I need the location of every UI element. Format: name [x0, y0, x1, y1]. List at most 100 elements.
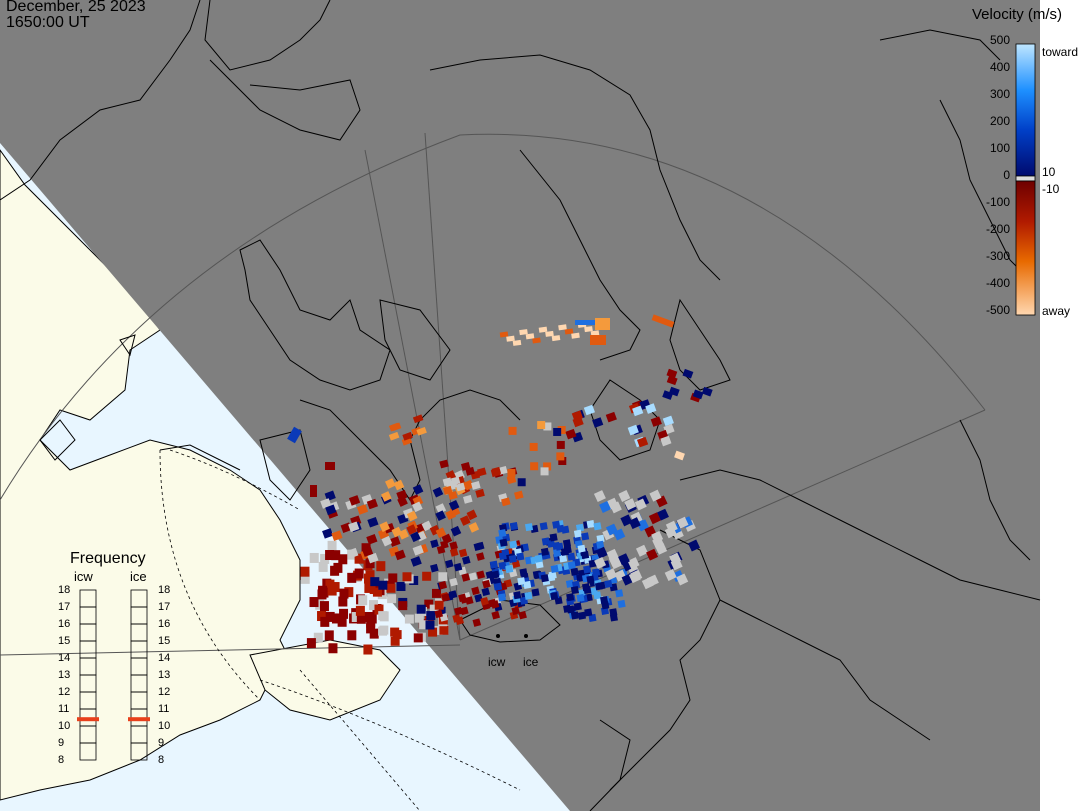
- velocity-cell: [431, 588, 441, 598]
- velocity-cell: [501, 497, 511, 507]
- velocity-cell: [559, 554, 568, 563]
- velocity-cell: [366, 623, 376, 634]
- velocity-cell: [438, 580, 448, 590]
- velocity-cell: [534, 554, 543, 563]
- velocity-cell: [490, 468, 501, 478]
- frequency-number: 10: [58, 720, 71, 732]
- time-label: 1650:00 UT: [6, 14, 90, 31]
- velocity-cell: [325, 579, 335, 590]
- velocity-cell: [410, 556, 422, 567]
- velocity-cell: [347, 547, 359, 559]
- velocity-cell: [419, 620, 429, 630]
- velocity-cell: [669, 552, 682, 565]
- frequency-number: 15: [158, 635, 171, 647]
- frequency-number: 8: [158, 754, 165, 766]
- velocity-cell: [453, 562, 463, 572]
- velocity-cell: [416, 426, 427, 436]
- velocity-cell: [331, 613, 341, 624]
- velocity-cell: [428, 627, 438, 637]
- colorbar-tick: -300: [985, 249, 1010, 263]
- velocity-cell: [605, 411, 617, 423]
- velocity-cell: [517, 478, 526, 487]
- velocity-cell: [445, 559, 454, 569]
- colorbar-tick: 0: [1003, 168, 1010, 182]
- velocity-cell: [652, 536, 665, 549]
- velocity-cell: [442, 485, 453, 495]
- velocity-cell: [412, 484, 424, 495]
- velocity-cell: [439, 625, 449, 635]
- velocity-cell: [368, 600, 378, 611]
- velocity-cell: [450, 525, 462, 537]
- velocity-cell: [588, 613, 597, 622]
- frequency-number: 16: [158, 618, 171, 630]
- right-margin: [1040, 0, 1083, 811]
- velocity-cell: [596, 540, 605, 549]
- velocity-cell: [369, 628, 379, 639]
- velocity-cell: [620, 514, 633, 527]
- velocity-cell: [581, 550, 590, 560]
- velocity-cell: [393, 479, 405, 491]
- velocity-cell: [531, 588, 540, 597]
- velocity-cell: [609, 501, 622, 514]
- velocity-cell: [448, 499, 460, 511]
- colorbar-away-label: away: [1042, 304, 1071, 318]
- velocity-cell: [327, 585, 337, 596]
- velocity-cell: [509, 540, 518, 549]
- velocity-cell: [701, 386, 713, 397]
- velocity-cell: [387, 594, 397, 604]
- velocity-cell: [549, 533, 558, 542]
- velocity-cell: [325, 504, 337, 516]
- velocity-cell: [481, 587, 491, 597]
- velocity-cell: [320, 498, 332, 509]
- velocity-cell: [365, 570, 375, 581]
- velocity-colorbar: [1015, 43, 1036, 316]
- velocity-cell: [412, 501, 423, 513]
- velocity-cell: [324, 490, 336, 502]
- velocity-cell: [416, 604, 426, 614]
- velocity-cell: [635, 544, 648, 557]
- velocity-cell: [455, 482, 466, 492]
- velocity-cell: [576, 593, 585, 602]
- velocity-cell: [550, 564, 559, 573]
- velocity-cell: [584, 326, 593, 333]
- velocity-cell: [508, 426, 517, 435]
- velocity-cell: [489, 560, 498, 569]
- velocity-cell: [432, 486, 444, 498]
- colorbar-toward-label: toward: [1042, 45, 1079, 59]
- velocity-cell: [441, 593, 451, 602]
- frequency-number: 17: [158, 601, 171, 613]
- velocity-cell: [390, 636, 400, 646]
- velocity-cell: [480, 597, 489, 606]
- velocity-cell: [370, 577, 380, 587]
- velocity-cell: [634, 498, 647, 511]
- frequency-label-icw: icw: [74, 569, 93, 584]
- velocity-cell: [388, 431, 400, 441]
- velocity-cell: [374, 604, 384, 615]
- velocity-cell: [461, 573, 471, 582]
- velocity-cell: [551, 335, 561, 342]
- frequency-label-ice: ice: [130, 569, 147, 584]
- velocity-cell: [627, 557, 640, 570]
- velocity-cell: [586, 575, 595, 584]
- velocity-cell: [562, 539, 571, 548]
- velocity-cell: [381, 535, 393, 547]
- velocity-cell: [660, 435, 672, 447]
- velocity-cell: [624, 498, 637, 511]
- colorbar-tick: 300: [989, 87, 1010, 101]
- frequency-number: 18: [58, 584, 71, 596]
- velocity-cell: [424, 599, 434, 609]
- velocity-cell: [517, 577, 526, 586]
- velocity-cell: [615, 589, 624, 598]
- velocity-cell: [300, 573, 310, 584]
- velocity-cell: [344, 587, 354, 598]
- velocity-cell: [458, 548, 468, 558]
- velocity-cell: [455, 616, 464, 625]
- velocity-cell: [435, 510, 446, 522]
- colorbar-tick: -400: [985, 276, 1010, 290]
- velocity-cell: [513, 591, 522, 600]
- velocity-cell: [581, 532, 590, 541]
- velocity-cell: [511, 606, 521, 616]
- velocity-cell: [322, 528, 334, 539]
- velocity-cell: [649, 489, 662, 502]
- velocity-cell: [613, 528, 626, 541]
